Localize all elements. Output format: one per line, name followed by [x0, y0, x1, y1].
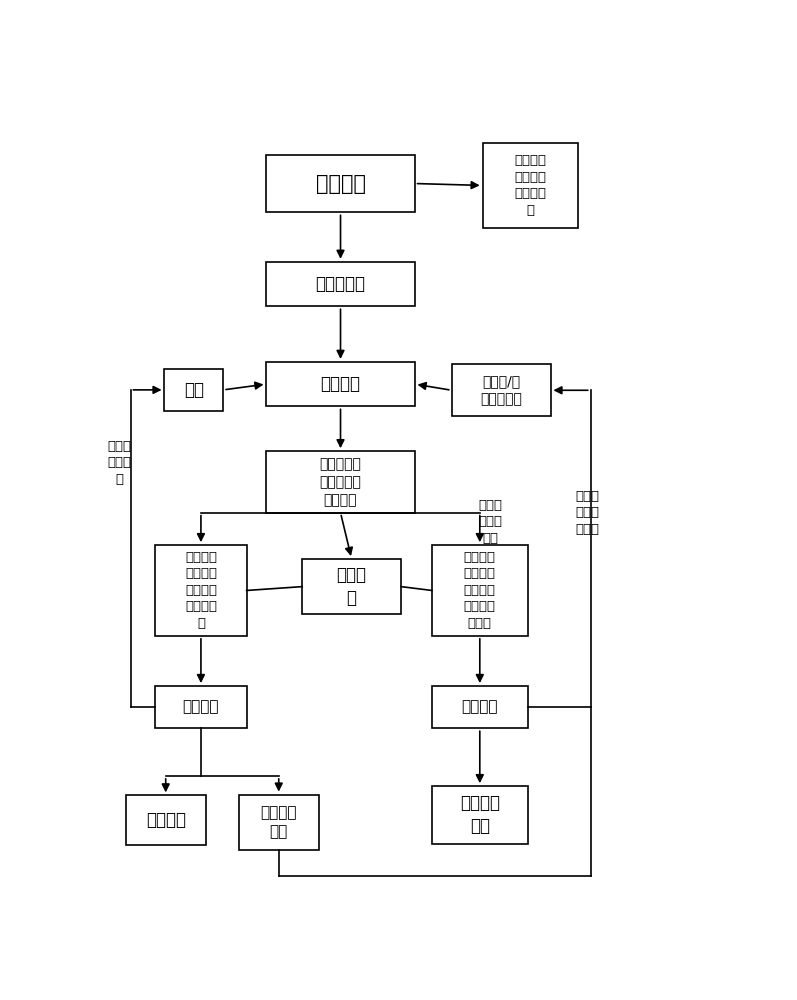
Text: 精制生物
柴油: 精制生物 柴油	[460, 794, 500, 835]
Bar	[482, 143, 579, 228]
Bar	[155, 545, 246, 636]
Text: 减压蒸馏: 减压蒸馏	[183, 700, 219, 715]
Text: 江西栀子: 江西栀子	[316, 174, 366, 194]
Text: 旋蒸回
收的甲
醇: 旋蒸回 收的甲 醇	[108, 440, 132, 486]
Bar	[302, 559, 401, 614]
Text: 回收的
深度共
熔溶剂: 回收的 深度共 熔溶剂	[575, 490, 599, 536]
Bar	[238, 795, 319, 850]
Bar	[266, 451, 414, 513]
Text: 正己烷/深
度共熔溶剂: 正己烷/深 度共熔溶剂	[480, 374, 522, 406]
Bar	[432, 545, 528, 636]
Text: 固体残
渣: 固体残 渣	[336, 566, 367, 607]
Bar	[432, 686, 528, 728]
Text: 甲醇: 甲醇	[184, 381, 204, 399]
Text: 粉碎，干燥: 粉碎，干燥	[316, 275, 366, 293]
Bar	[126, 795, 206, 845]
Text: 原位催化: 原位催化	[320, 375, 360, 393]
Text: 旋蒸回
收的正
己烷: 旋蒸回 收的正 己烷	[478, 499, 502, 545]
Bar	[432, 786, 528, 844]
Text: 对其所含
栀子油性
质进行表
征: 对其所含 栀子油性 质进行表 征	[514, 154, 547, 217]
Bar	[164, 369, 223, 411]
Bar	[452, 364, 551, 416]
Text: 深度共熔
溶剂: 深度共熔 溶剂	[261, 805, 297, 839]
Bar	[266, 362, 414, 406]
Text: 减压蒸馏: 减压蒸馏	[461, 700, 498, 715]
Bar	[155, 686, 246, 728]
Text: 液体混合
物上相为
富含生物
柴油的正
己烷相: 液体混合 物上相为 富含生物 柴油的正 己烷相	[464, 551, 496, 630]
Text: 产物过滤，
液相混合物
静置分层: 产物过滤， 液相混合物 静置分层	[320, 457, 362, 507]
Bar	[266, 155, 414, 212]
Text: 液体混合
物下相为
含有未反
应的甘油
相: 液体混合 物下相为 含有未反 应的甘油 相	[185, 551, 217, 630]
Bar	[266, 262, 414, 306]
Text: 精制甘油: 精制甘油	[146, 811, 186, 829]
